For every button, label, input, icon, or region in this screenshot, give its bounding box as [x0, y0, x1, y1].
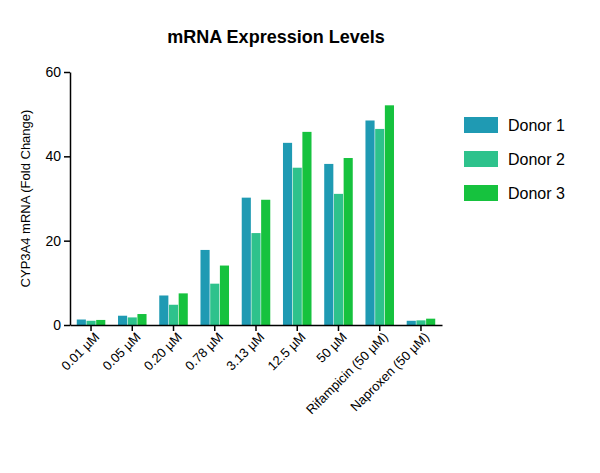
bar	[86, 321, 95, 325]
y-axis: 0 20 40 60	[45, 64, 70, 333]
x-tick: 0.20 µM	[141, 325, 185, 373]
bar	[210, 284, 219, 325]
chart: mRNA Expression Levels CYP3A4 mRNA (Fold …	[0, 0, 600, 473]
x-tick-label: 50 µM	[313, 329, 349, 365]
x-tick-label: 0.78 µM	[182, 329, 226, 373]
bar	[242, 198, 251, 325]
y-tick-mark	[64, 325, 70, 327]
legend-label: Donor 1	[508, 117, 565, 134]
y-tick: 0	[53, 317, 70, 333]
y-tick-label: 20	[45, 233, 61, 249]
bar	[261, 200, 270, 325]
x-tick-label: 3.13 µM	[223, 329, 267, 373]
series	[96, 105, 435, 325]
x-tick: Naproxen (50 µM)	[347, 325, 432, 414]
bar	[334, 194, 343, 325]
bar	[77, 320, 86, 325]
y-tick: 40	[45, 148, 70, 164]
bar	[251, 233, 260, 325]
y-axis-title: CYP3A4 mRNA (Fold Change)	[18, 110, 33, 288]
bar	[200, 250, 209, 325]
y-axis-line	[70, 73, 72, 326]
x-tick: 50 µM	[313, 325, 349, 366]
y-tick-label: 0	[53, 317, 61, 333]
bar	[426, 319, 435, 325]
x-tick-label: 0.20 µM	[141, 329, 185, 373]
y-tick-mark	[64, 156, 70, 158]
bar	[169, 305, 178, 325]
x-tick-label: 12.5 µM	[264, 329, 308, 373]
y-tick: 20	[45, 233, 70, 249]
x-tick-label: Naproxen (50 µM)	[347, 329, 432, 414]
bar	[416, 320, 425, 325]
title: mRNA Expression Levels	[167, 27, 384, 47]
bars	[77, 105, 435, 325]
x-axis: 0.01 µM0.05 µM0.20 µM0.78 µM3.13 µM12.5 …	[58, 325, 442, 417]
x-tick: 0.78 µM	[182, 325, 226, 373]
y-tick-label: 40	[45, 148, 61, 164]
bar	[220, 266, 229, 325]
legend-label: Donor 3	[508, 185, 565, 202]
legend-label: Donor 2	[508, 151, 565, 168]
bar	[137, 314, 146, 325]
bar	[128, 317, 137, 325]
x-tick-label: 0.01 µM	[58, 329, 102, 373]
bar	[385, 105, 394, 325]
bar	[375, 129, 384, 325]
bar	[407, 321, 416, 325]
bar	[179, 293, 188, 325]
series	[86, 129, 425, 325]
y-tick-mark	[64, 240, 70, 242]
legend: Donor 1 Donor 2 Donor 3	[464, 117, 565, 202]
series	[77, 120, 416, 325]
y-tick: 60	[45, 64, 70, 80]
x-tick: 12.5 µM	[264, 325, 308, 373]
bar	[159, 295, 168, 325]
bar	[293, 168, 302, 325]
bar	[302, 132, 311, 325]
bar	[324, 164, 333, 325]
y-tick-label: 60	[45, 64, 61, 80]
bar	[118, 316, 127, 325]
bar	[283, 143, 292, 325]
legend-swatch	[464, 185, 498, 201]
x-tick: 0.05 µM	[100, 325, 144, 373]
x-tick: 0.01 µM	[58, 325, 102, 373]
y-tick-mark	[64, 72, 70, 74]
legend-swatch	[464, 151, 498, 167]
bar	[344, 158, 353, 325]
x-tick-label: 0.05 µM	[100, 329, 144, 373]
bar	[96, 320, 105, 325]
bar	[365, 120, 374, 325]
x-tick: 3.13 µM	[223, 325, 267, 373]
legend-swatch	[464, 117, 498, 133]
